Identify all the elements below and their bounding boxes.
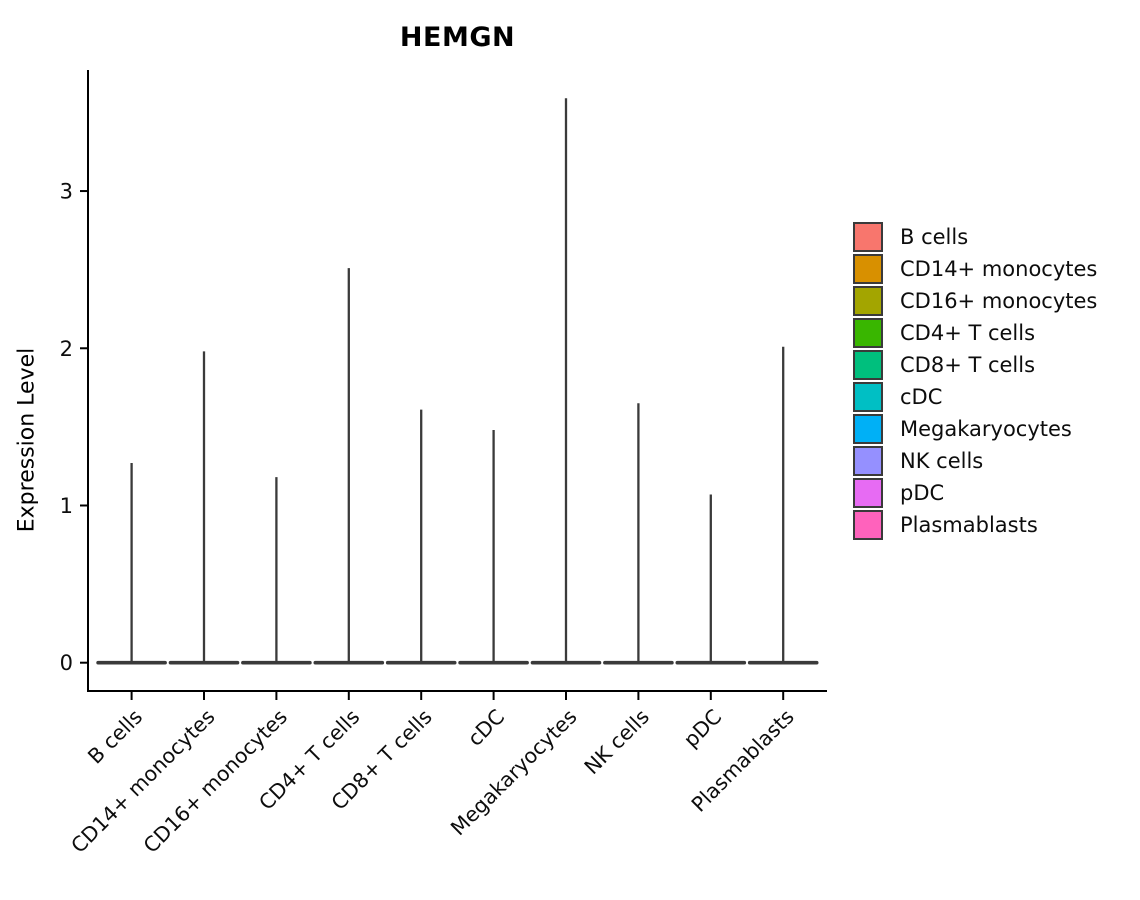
legend-label: NK cells bbox=[900, 449, 984, 473]
x-tick-label-6: Megakaryocytes bbox=[446, 705, 582, 841]
x-tick-label-5: cDC bbox=[463, 705, 509, 751]
x-tick-label-0: B cells bbox=[83, 705, 147, 769]
legend-item-3: CD4+ T cells bbox=[853, 317, 1097, 349]
x-tick-label-7: NK cells bbox=[580, 705, 654, 779]
legend-item-2: CD16+ monocytes bbox=[853, 285, 1097, 317]
chart-title: HEMGN bbox=[399, 22, 516, 53]
legend-swatch-icon bbox=[853, 318, 883, 348]
legend-swatch-icon bbox=[853, 478, 883, 508]
legend-label: CD8+ T cells bbox=[900, 353, 1036, 377]
legend-label: pDC bbox=[900, 481, 945, 505]
legend-label: CD4+ T cells bbox=[900, 321, 1036, 345]
legend-item-1: CD14+ monocytes bbox=[853, 253, 1097, 285]
x-tick-label-2: CD16+ monocytes bbox=[139, 705, 292, 858]
y-tick-label: 0 bbox=[60, 651, 73, 675]
y-tick-label: 3 bbox=[60, 180, 73, 204]
legend-swatch-icon bbox=[853, 222, 883, 252]
legend-item-4: CD8+ T cells bbox=[853, 349, 1097, 381]
legend-item-8: pDC bbox=[853, 477, 1097, 509]
legend-swatch-icon bbox=[853, 414, 883, 444]
legend-label: B cells bbox=[900, 225, 969, 249]
legend-item-5: cDC bbox=[853, 381, 1097, 413]
legend-label: cDC bbox=[900, 385, 943, 409]
y-tick-label: 1 bbox=[60, 494, 73, 518]
x-tick-label-8: pDC bbox=[679, 705, 726, 752]
legend-label: Megakaryocytes bbox=[900, 417, 1072, 441]
legend-label: CD14+ monocytes bbox=[900, 257, 1098, 281]
y-tick-label: 2 bbox=[60, 337, 73, 361]
legend-item-6: Megakaryocytes bbox=[853, 413, 1097, 445]
legend-swatch-icon bbox=[853, 350, 883, 380]
legend-item-7: NK cells bbox=[853, 445, 1097, 477]
legend-swatch-icon bbox=[853, 510, 883, 540]
legend-swatch-icon bbox=[853, 382, 883, 412]
legend-swatch-icon bbox=[853, 446, 883, 476]
x-tick-label-1: CD14+ monocytes bbox=[66, 705, 219, 858]
legend-label: CD16+ monocytes bbox=[900, 289, 1098, 313]
legend-label: Plasmablasts bbox=[900, 513, 1038, 537]
legend: B cells CD14+ monocytes CD16+ monocytes CD4… bbox=[853, 221, 1097, 541]
legend-swatch-icon bbox=[853, 254, 883, 284]
legend-swatch-icon bbox=[853, 286, 883, 316]
legend-item-9: Plasmablasts bbox=[853, 509, 1097, 541]
legend-item-0: B cells bbox=[853, 221, 1097, 253]
